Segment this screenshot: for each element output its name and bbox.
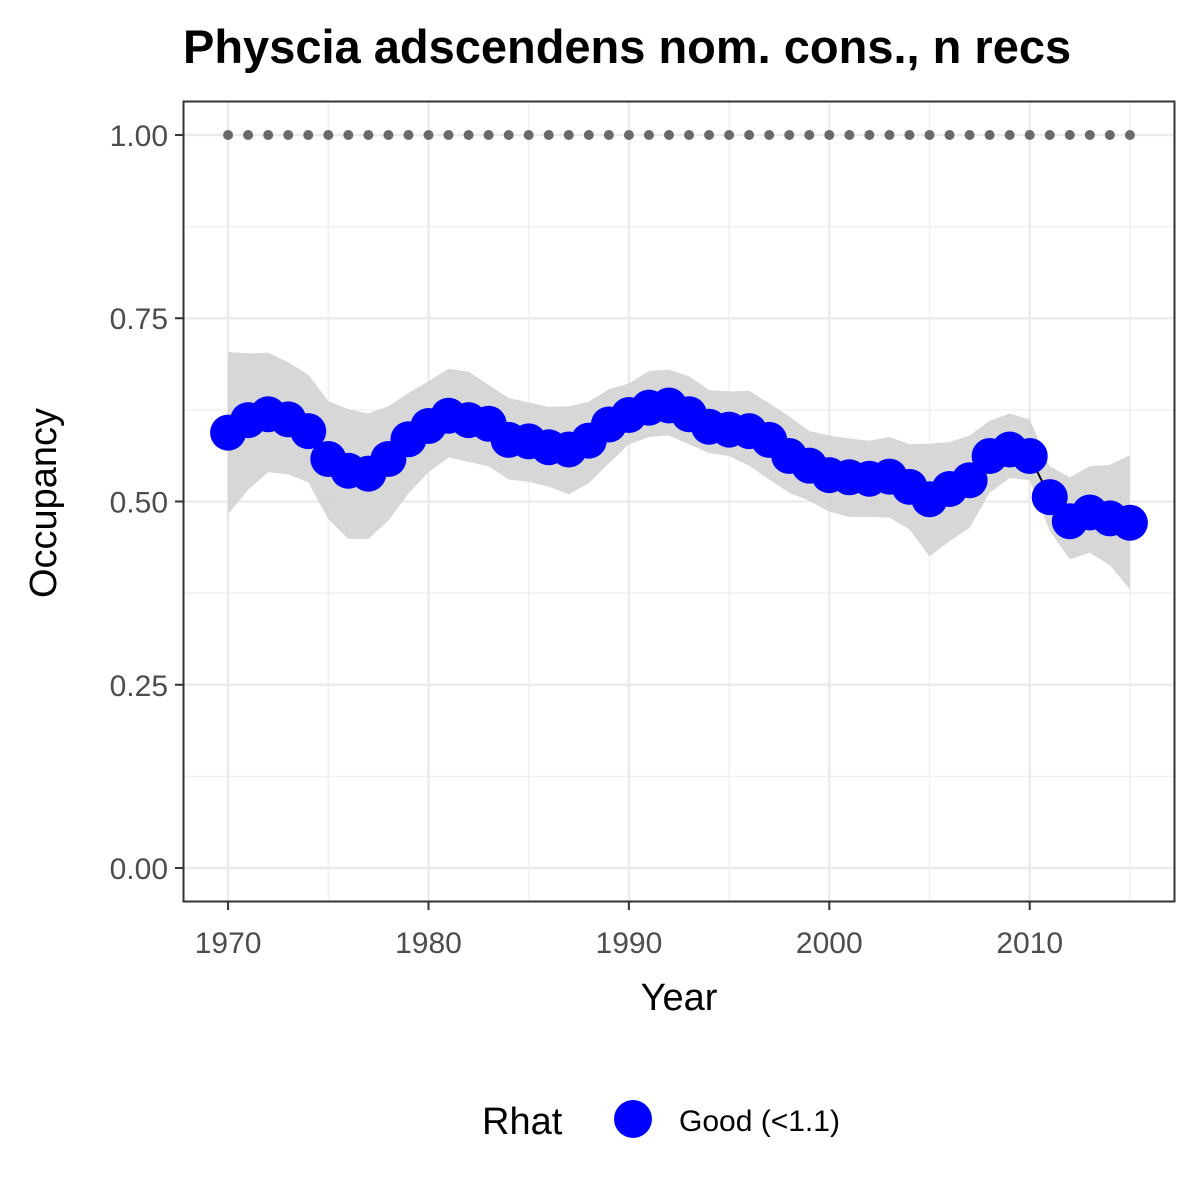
legend-title: Rhat — [482, 1101, 563, 1143]
naive-occupancy-point — [924, 129, 935, 140]
naive-occupancy-point — [764, 129, 775, 140]
naive-occupancy-point — [623, 129, 634, 140]
naive-occupancy-point — [684, 129, 695, 140]
mean-occupancy-point — [1111, 504, 1148, 541]
x-tick-label: 1970 — [195, 927, 262, 960]
naive-occupancy-point — [724, 129, 735, 140]
y-tick-label: 0.75 — [110, 303, 168, 336]
naive-occupancy-point — [343, 129, 354, 140]
y-tick-label: 0.50 — [110, 487, 168, 520]
x-tick-label: 2000 — [796, 927, 863, 960]
naive-occupancy-point — [1124, 129, 1135, 140]
naive-occupancy-point — [904, 129, 915, 140]
naive-occupancy-point — [864, 129, 875, 140]
naive-occupancy-point — [443, 129, 454, 140]
chart-title: Physcia adscendens nom. cons., n recs — [183, 20, 1071, 73]
y-tick-label: 0.25 — [110, 670, 168, 703]
naive-occupancy-point — [543, 129, 554, 140]
legend-label-good: Good (<1.1) — [679, 1105, 840, 1138]
x-axis-title: Year — [641, 977, 718, 1019]
legend-key-good — [614, 1100, 652, 1138]
naive-occupancy-point — [283, 129, 294, 140]
naive-occupancy-point — [663, 129, 674, 140]
mean-occupancy-point — [1031, 479, 1068, 516]
naive-occupancy-point — [423, 129, 434, 140]
naive-occupancy-point — [1024, 129, 1035, 140]
naive-occupancy-point — [523, 129, 534, 140]
naive-occupancy-point — [744, 129, 755, 140]
naive-occupancy-point — [704, 129, 715, 140]
naive-occupancy-point — [603, 129, 614, 140]
naive-occupancy-point — [383, 129, 394, 140]
naive-occupancy-point — [964, 129, 975, 140]
naive-occupancy-point — [944, 129, 955, 140]
naive-occupancy-point — [583, 129, 594, 140]
y-tick-label: 1.00 — [110, 120, 168, 153]
legend: Rhat Good (<1.1) — [482, 1100, 840, 1143]
x-tick-label: 1990 — [596, 927, 663, 960]
naive-occupancy-point — [884, 129, 895, 140]
naive-occupancy-point — [784, 129, 795, 140]
naive-occupancy-point — [984, 129, 995, 140]
x-axis: 1970 1980 1990 2000 2010 — [195, 901, 1063, 960]
naive-occupancy-point — [1044, 129, 1055, 140]
naive-occupancy-point — [483, 129, 494, 140]
naive-occupancy-point — [503, 129, 514, 140]
y-axis: 0.00 0.25 0.50 0.75 1.00 — [110, 120, 184, 886]
naive-occupancy-point — [1064, 129, 1075, 140]
naive-occupancy-point — [243, 129, 254, 140]
mean-occupancy-series — [210, 387, 1148, 541]
naive-occupancy-point — [563, 129, 574, 140]
naive-occupancy-point — [223, 129, 234, 140]
naive-occupancy-point — [1004, 129, 1015, 140]
mean-occupancy-point — [1011, 438, 1048, 475]
mean-occupancy-point — [951, 462, 988, 499]
x-tick-label: 1980 — [395, 927, 462, 960]
y-tick-label: 0.00 — [110, 853, 168, 886]
x-tick-label: 2010 — [996, 927, 1063, 960]
naive-occupancy-point — [1104, 129, 1115, 140]
naive-occupancy-point — [303, 129, 314, 140]
naive-occupancy-point — [363, 129, 374, 140]
naive-occupancy-point — [844, 129, 855, 140]
y-axis-title: Occupancy — [23, 408, 65, 598]
naive-occupancy-series — [223, 129, 1135, 140]
naive-occupancy-point — [643, 129, 654, 140]
naive-occupancy-point — [403, 129, 414, 140]
mean-occupancy-point — [290, 413, 327, 450]
naive-occupancy-point — [804, 129, 815, 140]
naive-occupancy-point — [1084, 129, 1095, 140]
naive-occupancy-point — [263, 129, 274, 140]
naive-occupancy-point — [463, 129, 474, 140]
naive-occupancy-point — [323, 129, 334, 140]
naive-occupancy-point — [824, 129, 835, 140]
